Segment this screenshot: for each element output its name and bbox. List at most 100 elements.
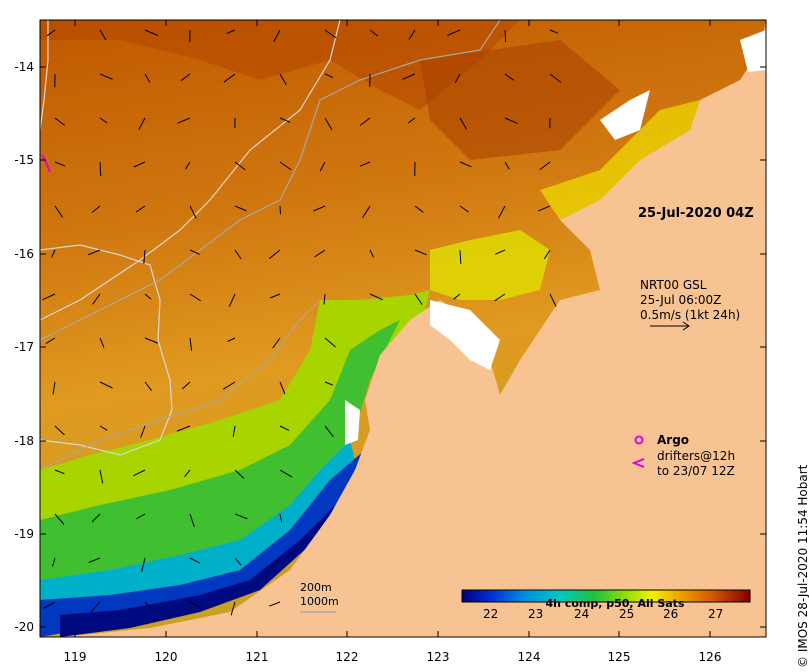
isobath-1000m [40,20,501,341]
current-vector [51,249,56,258]
current-vector [226,29,236,34]
x-tick-label: 124 [517,650,541,664]
colorbar-title: 4h comp, p50, All Sats [545,597,685,610]
current-vector [52,381,56,395]
current-vector [270,557,281,568]
current-vector [144,381,152,391]
current-vector [454,73,461,84]
current-vector [232,425,236,437]
current-vector [99,381,113,389]
current-vector [135,205,146,213]
current-vector [99,469,104,484]
legend-scale-arrow [650,321,690,331]
current-vector [504,29,507,43]
current-vector [143,249,146,264]
current-vector [414,205,424,213]
x-tick-label: 122 [335,650,359,664]
current-vector [407,117,416,124]
current-vector [279,513,283,523]
current-vector [92,293,101,305]
current-vector [189,249,200,255]
y-tick-label: -14 [14,60,34,74]
coastal-water-cold-band [60,500,340,637]
current-vector [323,293,326,305]
current-vector [279,117,291,123]
current-vector [144,293,152,300]
current-vector [45,337,56,345]
y-tick-label: -19 [14,527,34,541]
map-date-label: 25-Jul-2020 04Z [638,206,754,221]
current-vector [543,249,551,260]
current-vector [498,205,506,219]
current-vector [91,513,101,523]
land [60,20,766,637]
current-vector [189,557,201,564]
current-vector [99,29,107,41]
current-vector [324,117,333,131]
current-vector [54,513,65,525]
current-vector [272,337,281,349]
x-tick-label: 123 [426,650,450,664]
x-tick-label: 121 [245,650,269,664]
current-vector [269,293,281,299]
current-vector [141,557,146,572]
current-vector [136,513,146,520]
current-vector [87,249,101,256]
current-vector [459,205,469,213]
current-vector [324,29,337,39]
current-vector [99,117,108,124]
current-vector [54,161,66,167]
current-vector [234,205,247,212]
colorbar-tick: 23 [528,607,544,621]
x-tick-label: 126 [698,650,722,664]
current-vector [46,29,56,37]
current-vector [54,205,64,218]
current-vector [90,601,101,613]
current-vector [369,29,379,37]
current-vector [88,557,101,563]
current-vector [234,557,242,566]
current-vector [234,513,248,520]
current-vector [446,29,461,37]
current-vector [144,73,151,83]
current-vector [177,117,191,124]
current-vector [414,293,423,305]
colorbar [461,589,751,603]
current-vector [133,161,146,168]
current-vector [189,601,201,609]
y-tick-label: -20 [14,620,34,634]
current-vector [189,337,193,351]
current-vector [42,293,56,301]
current-vector [140,425,146,438]
colorbar-tick: 27 [708,607,724,621]
current-vector [549,293,557,307]
current-vector [319,161,326,172]
current-legend-time: 25-Jul 06:00Z [640,293,722,307]
current-vector [459,161,472,168]
colorbar-tick: 24 [574,607,590,621]
current-vector [223,73,236,83]
current-vector [52,557,56,567]
isobath-200m-label: 200m [300,581,332,594]
current-vector [359,161,371,167]
current-vector [279,425,290,431]
drifter-icon [632,458,645,468]
current-vector [279,161,292,171]
current-vector [189,513,195,528]
current-vector [279,469,293,478]
current-vector [549,29,559,34]
current-vector [268,249,281,260]
current-vector [182,381,191,390]
current-vector [504,73,515,81]
drifter-legend-line1: drifters@12h [657,449,736,463]
imos-credit: © IMOS 28-Jul-2020 11:54 Hobart [796,464,809,668]
current-vector [538,205,551,212]
map-frame [39,19,767,638]
current-vector [279,205,281,215]
current-vector [408,29,416,40]
current-vector [362,205,371,218]
current-vector [54,469,65,475]
current-vector [234,469,245,479]
current-vector [324,425,334,438]
